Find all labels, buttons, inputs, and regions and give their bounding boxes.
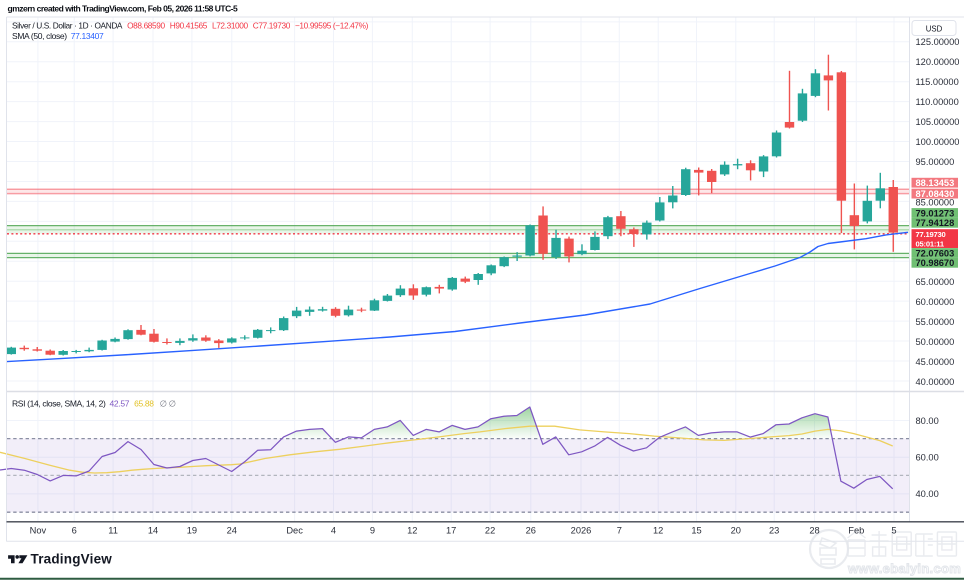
svg-text:85.00000: 85.00000 bbox=[916, 197, 955, 207]
svg-text:40.00: 40.00 bbox=[916, 489, 939, 499]
svg-text:120.00000: 120.00000 bbox=[916, 57, 960, 67]
svg-text:TradingView: TradingView bbox=[31, 552, 113, 567]
svg-text:87.08430: 87.08430 bbox=[916, 189, 955, 199]
svg-text:2026: 2026 bbox=[571, 526, 592, 536]
svg-text:22: 22 bbox=[485, 526, 495, 536]
svg-text:12: 12 bbox=[407, 526, 417, 536]
svg-text:105.00000: 105.00000 bbox=[916, 117, 960, 127]
svg-text:79.01273: 79.01273 bbox=[916, 208, 955, 218]
svg-text:Silver / U.S. Dollar · 1D · OA: Silver / U.S. Dollar · 1D · OANDA O88.685… bbox=[12, 21, 369, 31]
svg-text:19: 19 bbox=[187, 526, 197, 536]
svg-text:www.ebaiyin.com: www.ebaiyin.com bbox=[847, 561, 961, 576]
svg-text:USD: USD bbox=[926, 24, 943, 33]
svg-text:5: 5 bbox=[891, 526, 896, 536]
svg-text:110.00000: 110.00000 bbox=[916, 97, 959, 107]
svg-text:60.00000: 60.00000 bbox=[916, 297, 955, 307]
svg-text:70.98670: 70.98670 bbox=[916, 258, 955, 268]
svg-text:gmzern created with TradingVie: gmzern created with TradingView.com, Feb… bbox=[8, 4, 239, 14]
svg-text:17: 17 bbox=[446, 526, 456, 536]
svg-text:80.00: 80.00 bbox=[916, 416, 939, 426]
svg-text:60.00: 60.00 bbox=[916, 453, 939, 463]
svg-text:12: 12 bbox=[653, 526, 663, 536]
svg-text:20: 20 bbox=[731, 526, 741, 536]
svg-text:6: 6 bbox=[72, 526, 77, 536]
svg-text:24: 24 bbox=[227, 526, 237, 536]
svg-text:RSI (14, close, SMA, 14, 2) 42: RSI (14, close, SMA, 14, 2) 42.57 65.88 ∅ … bbox=[12, 399, 177, 409]
svg-text:7: 7 bbox=[617, 526, 622, 536]
svg-text:14: 14 bbox=[148, 526, 158, 536]
svg-text:11: 11 bbox=[108, 526, 118, 536]
svg-text:SMA (50, close) 77.13407: SMA (50, close) 77.13407 bbox=[12, 31, 104, 41]
svg-text:4: 4 bbox=[331, 526, 336, 536]
svg-text:05:01:11: 05:01:11 bbox=[916, 239, 945, 248]
svg-text:40.00000: 40.00000 bbox=[916, 377, 955, 387]
svg-text:45.00000: 45.00000 bbox=[916, 357, 955, 367]
svg-text:95.00000: 95.00000 bbox=[916, 157, 955, 167]
svg-text:77.94128: 77.94128 bbox=[916, 218, 955, 228]
svg-text:55.00000: 55.00000 bbox=[916, 317, 955, 327]
svg-text:26: 26 bbox=[526, 526, 536, 536]
svg-text:28: 28 bbox=[809, 526, 819, 536]
svg-text:23: 23 bbox=[769, 526, 779, 536]
svg-text:15: 15 bbox=[691, 526, 701, 536]
svg-text:Dec: Dec bbox=[286, 526, 303, 536]
svg-text:65.00000: 65.00000 bbox=[916, 277, 955, 287]
svg-text:Feb: Feb bbox=[848, 526, 864, 536]
svg-text:100.00000: 100.00000 bbox=[916, 137, 960, 147]
svg-text:50.00000: 50.00000 bbox=[916, 337, 955, 347]
svg-text:125.00000: 125.00000 bbox=[916, 37, 960, 47]
svg-text:77.19730: 77.19730 bbox=[916, 230, 946, 239]
svg-text:115.00000: 115.00000 bbox=[916, 77, 959, 87]
svg-text:72.07603: 72.07603 bbox=[916, 248, 955, 258]
svg-text:Nov: Nov bbox=[30, 526, 47, 536]
svg-text:9: 9 bbox=[370, 526, 375, 536]
svg-text:88.13453: 88.13453 bbox=[916, 178, 955, 188]
